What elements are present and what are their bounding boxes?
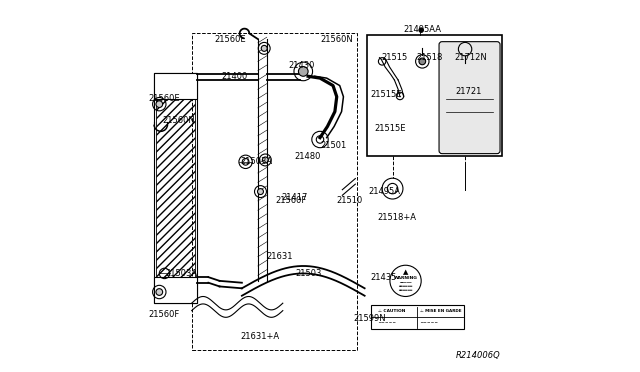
Bar bbox=[154, 73, 197, 99]
Circle shape bbox=[419, 58, 426, 65]
Text: 21560N: 21560N bbox=[162, 116, 195, 125]
Text: 21400: 21400 bbox=[221, 72, 248, 81]
Circle shape bbox=[261, 45, 267, 51]
Bar bbox=[154, 73, 197, 303]
Bar bbox=[191, 33, 357, 350]
FancyBboxPatch shape bbox=[371, 305, 465, 329]
Text: WARNING: WARNING bbox=[394, 276, 417, 280]
Text: ▲: ▲ bbox=[403, 269, 408, 275]
Text: ⚠ CAUTION: ⚠ CAUTION bbox=[378, 310, 405, 313]
Text: ─ ─ ─ ─ ─: ─ ─ ─ ─ ─ bbox=[378, 321, 395, 325]
Text: 21518+A: 21518+A bbox=[378, 213, 417, 222]
FancyBboxPatch shape bbox=[439, 42, 500, 154]
Circle shape bbox=[419, 28, 424, 32]
Circle shape bbox=[257, 189, 264, 195]
Text: 21510: 21510 bbox=[337, 196, 363, 205]
Text: 21712N: 21712N bbox=[454, 53, 486, 62]
Bar bbox=[156, 99, 195, 277]
Text: 21503A: 21503A bbox=[240, 157, 272, 166]
Text: 21430: 21430 bbox=[289, 61, 315, 70]
Text: ─ ─ ─ ─ ─: ─ ─ ─ ─ ─ bbox=[420, 321, 438, 325]
Text: 21435: 21435 bbox=[370, 273, 397, 282]
Text: 21518: 21518 bbox=[417, 53, 443, 62]
Text: 21501: 21501 bbox=[320, 141, 346, 150]
Text: 21417: 21417 bbox=[281, 193, 307, 202]
Text: 21495A: 21495A bbox=[369, 187, 401, 196]
Circle shape bbox=[156, 289, 163, 295]
Text: 21631: 21631 bbox=[266, 252, 292, 261]
Text: ⚠ MISE EN GARDE: ⚠ MISE EN GARDE bbox=[420, 310, 462, 313]
Text: 21721: 21721 bbox=[456, 87, 482, 96]
Text: 21560E: 21560E bbox=[149, 94, 180, 103]
Bar bbox=[367, 35, 502, 156]
Text: 21560E: 21560E bbox=[214, 35, 246, 44]
Text: 21599N: 21599N bbox=[353, 314, 386, 323]
Text: R214006Q: R214006Q bbox=[456, 351, 500, 360]
Text: 21480: 21480 bbox=[294, 152, 321, 161]
Text: ─────: ───── bbox=[399, 281, 412, 285]
Text: 21560N: 21560N bbox=[320, 35, 353, 44]
Text: 21515E: 21515E bbox=[370, 90, 402, 99]
Bar bbox=[154, 277, 197, 303]
Circle shape bbox=[298, 67, 308, 76]
Text: 21515E: 21515E bbox=[374, 124, 406, 133]
Text: 21560F: 21560F bbox=[275, 196, 307, 205]
Circle shape bbox=[156, 101, 163, 108]
Text: ══════: ══════ bbox=[399, 285, 413, 289]
Text: 21503: 21503 bbox=[296, 269, 322, 278]
Text: ══════: ══════ bbox=[399, 289, 413, 293]
Circle shape bbox=[390, 265, 421, 296]
Text: 21631+A: 21631+A bbox=[240, 332, 279, 341]
Text: 21515: 21515 bbox=[381, 53, 408, 62]
Circle shape bbox=[262, 157, 268, 163]
Text: 21503A: 21503A bbox=[166, 269, 198, 278]
Text: 21560F: 21560F bbox=[149, 310, 180, 319]
Text: 21495AA: 21495AA bbox=[404, 25, 442, 34]
